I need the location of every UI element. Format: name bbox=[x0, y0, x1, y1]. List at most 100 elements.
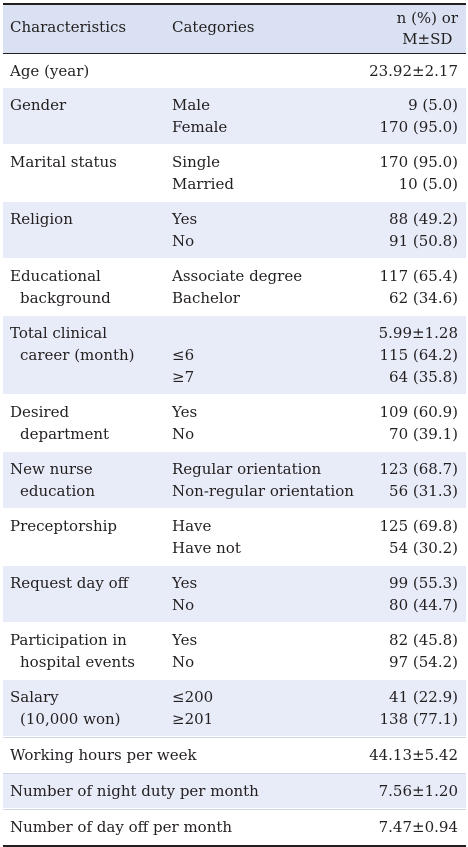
value-line: 88 (49.2) bbox=[389, 210, 458, 228]
characteristic-line: education bbox=[20, 482, 95, 500]
row-categories: Regular orientation Non-regular orientati… bbox=[172, 458, 354, 502]
table-row: Marital status Single Married 170 (95.0) 10 … bbox=[3, 145, 466, 202]
characteristic-line: background bbox=[20, 289, 111, 307]
value-line: 7.47±0.94 bbox=[378, 818, 458, 836]
value-line: 125 (69.8) bbox=[379, 517, 458, 535]
characteristic-line: Gender bbox=[10, 96, 67, 114]
table-row: Educational background Associate degree Bac… bbox=[3, 259, 466, 316]
table-row: Religion Yes No 88 (49.2) 91 (50.8) bbox=[3, 202, 466, 259]
row-values: 88 (49.2) 91 (50.8) bbox=[389, 208, 458, 252]
row-categories bbox=[172, 744, 177, 766]
row-categories: Have Have not bbox=[172, 515, 241, 559]
row-values: 7.56±1.20 bbox=[379, 780, 458, 802]
table-row: Gender Male Female 9 (5.0) 170 (95.0) bbox=[3, 88, 466, 145]
row-values: 99 (55.3) 80 (44.7) bbox=[389, 572, 458, 616]
value-line: 70 (39.1) bbox=[389, 425, 458, 443]
characteristic-line: Request day off bbox=[10, 574, 129, 592]
row-categories bbox=[172, 780, 177, 802]
row-values: 5.99±1.28 115 (64.2) 64 (35.8) bbox=[379, 322, 458, 388]
category-line: Have bbox=[172, 517, 212, 535]
characteristic-line: Working hours per week bbox=[10, 746, 197, 764]
characteristic-line: department bbox=[20, 425, 110, 443]
row-separator bbox=[3, 809, 466, 810]
characteristic-line: Desired bbox=[10, 403, 70, 421]
value-line: 62 (34.6) bbox=[389, 289, 458, 307]
row-values: 23.92±2.17 bbox=[369, 60, 458, 82]
value-line: 170 (95.0) bbox=[379, 153, 458, 171]
characteristic-line: Preceptorship bbox=[10, 517, 118, 535]
characteristic-line: hospital events bbox=[20, 653, 135, 671]
category-line: No bbox=[172, 232, 195, 250]
row-characteristic: Salary (10,000 won) bbox=[10, 686, 121, 730]
row-categories: Associate degree Bachelor bbox=[172, 265, 302, 309]
header-categories: Categories bbox=[172, 18, 255, 36]
characteristic-line: Religion bbox=[10, 210, 73, 228]
category-line: No bbox=[172, 425, 195, 443]
category-line: Bachelor bbox=[172, 289, 240, 307]
category-line: Female bbox=[172, 118, 228, 136]
category-line: Yes bbox=[172, 574, 198, 592]
header-values-line1: n (%) or bbox=[396, 9, 458, 27]
category-line bbox=[172, 744, 177, 766]
value-line: 109 (60.9) bbox=[379, 403, 458, 421]
row-values: 170 (95.0) 10 (5.0) bbox=[379, 151, 458, 195]
characteristic-line: Educational bbox=[10, 267, 101, 285]
value-line: 117 (65.4) bbox=[379, 267, 458, 285]
category-line: Associate degree bbox=[172, 267, 303, 285]
characteristic-line: Marital status bbox=[10, 153, 117, 171]
row-characteristic: Age (year) bbox=[10, 60, 89, 82]
row-categories: ≤6 ≥7 bbox=[172, 322, 194, 388]
value-line: 44.13±5.42 bbox=[369, 746, 458, 764]
row-characteristic: Request day off bbox=[10, 572, 128, 594]
value-line: 10 (5.0) bbox=[398, 175, 458, 193]
row-characteristic: Working hours per week bbox=[10, 744, 197, 766]
category-line bbox=[172, 780, 177, 802]
row-categories: Yes No bbox=[172, 572, 197, 616]
row-characteristic: Participation in hospital events bbox=[10, 629, 135, 673]
value-line: 9 (5.0) bbox=[408, 96, 458, 114]
table-header: Characteristics Categories n (%) or M±SD bbox=[3, 5, 466, 54]
category-line bbox=[172, 60, 177, 82]
characteristic-line: Number of day off per month bbox=[10, 818, 233, 836]
characteristic-line: career (month) bbox=[20, 346, 135, 364]
table-row: Salary (10,000 won) ≤200 ≥201 41 (22.9) 138 (… bbox=[3, 680, 466, 737]
category-line: ≤6 bbox=[172, 346, 195, 364]
row-values: 44.13±5.42 bbox=[369, 744, 458, 766]
table-row: Total clinical career (month) ≤6 ≥7 5.99±1.… bbox=[3, 316, 466, 395]
category-line: ≤200 bbox=[172, 688, 214, 706]
table-body: Age (year) 23.92±2.17 Gender Male Female 9 (… bbox=[3, 54, 466, 845]
header-values-line2: M±SD bbox=[402, 30, 453, 48]
row-values: 125 (69.8) 54 (30.2) bbox=[379, 515, 458, 559]
value-line: 82 (45.8) bbox=[389, 631, 458, 649]
value-line: 115 (64.2) bbox=[379, 346, 458, 364]
row-characteristic: New nurse education bbox=[10, 458, 95, 502]
row-characteristic: Desired department bbox=[10, 401, 109, 445]
value-line: 97 (54.2) bbox=[389, 653, 458, 671]
table-row: Number of night duty per month 7.56±1.20 bbox=[3, 774, 466, 809]
category-line: No bbox=[172, 596, 195, 614]
category-line: Married bbox=[172, 175, 234, 193]
row-characteristic: Total clinical career (month) bbox=[10, 322, 135, 366]
row-categories: Male Female bbox=[172, 94, 227, 138]
header-values: n (%) or M±SD bbox=[397, 8, 458, 50]
value-line: 99 (55.3) bbox=[389, 574, 458, 592]
table-row: Request day off Yes No 99 (55.3) 80 (44.7) bbox=[3, 566, 466, 623]
value-line: 5.99±1.28 bbox=[378, 324, 458, 342]
row-values: 41 (22.9) 138 (77.1) bbox=[379, 686, 458, 730]
category-line: Non-regular orientation bbox=[172, 482, 354, 500]
row-characteristic: Religion bbox=[10, 208, 73, 230]
row-categories: ≤200 ≥201 bbox=[172, 686, 213, 730]
characteristics-table: Characteristics Categories n (%) or M±SD… bbox=[3, 3, 466, 847]
row-categories: Yes No bbox=[172, 629, 197, 673]
row-characteristic: Educational background bbox=[10, 265, 111, 309]
value-line: 41 (22.9) bbox=[389, 688, 458, 706]
table-row: Age (year) 23.92±2.17 bbox=[3, 54, 466, 88]
row-separator bbox=[3, 737, 466, 738]
table-row: New nurse education Regular orientation Non… bbox=[3, 452, 466, 509]
row-categories bbox=[172, 60, 177, 82]
category-line: Yes bbox=[172, 631, 198, 649]
table-row: Participation in hospital events Yes No 82 (… bbox=[3, 623, 466, 680]
characteristic-line: (10,000 won) bbox=[20, 710, 121, 728]
value-line: 170 (95.0) bbox=[379, 118, 458, 136]
value-line: 7.56±1.20 bbox=[378, 782, 458, 800]
